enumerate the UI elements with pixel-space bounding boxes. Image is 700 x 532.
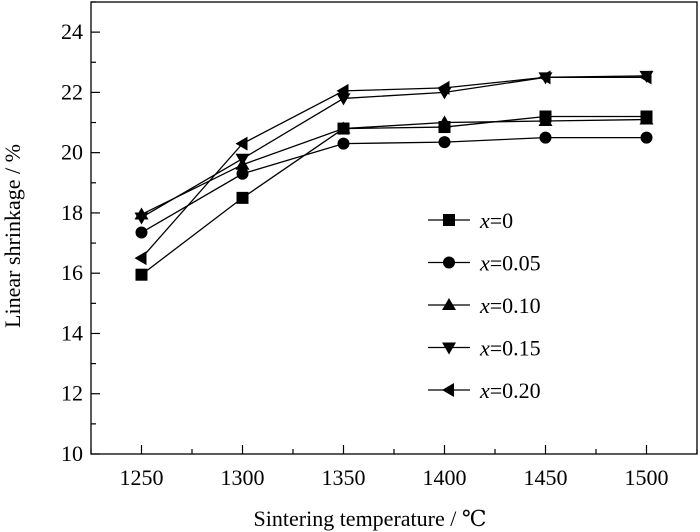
legend-variable: x	[479, 336, 490, 361]
x-axis-ticks: 1250 1300 1350 1400 1450 1500	[90, 445, 698, 490]
y-tick-label: 16	[61, 260, 83, 285]
series-line-4	[141, 76, 647, 259]
data-point-series-3	[134, 212, 149, 225]
legend-label-1: x=0.05	[479, 251, 541, 276]
data-point-series-2	[538, 114, 553, 127]
plot-area-frame	[90, 1, 698, 455]
x-tick-label: 1400	[423, 465, 467, 490]
legend-label-2: x=0.10	[479, 293, 541, 318]
legend-variable: x	[479, 251, 490, 276]
data-point-series-1	[337, 137, 350, 150]
data-point-series-4	[336, 83, 349, 98]
data-point-series-2	[639, 112, 654, 125]
legend-label-4: x=0.20	[479, 378, 541, 403]
series-line-1	[141, 136, 647, 234]
legend-marker-0	[443, 214, 455, 226]
data-point-series-4	[134, 251, 147, 266]
legend-marker-3	[442, 342, 456, 355]
legend-value: =0.15	[490, 336, 541, 361]
series-line-0	[141, 115, 647, 276]
x-tick-label: 1500	[625, 465, 669, 490]
legend-marker-4	[442, 383, 454, 397]
y-tick-label: 12	[61, 381, 83, 406]
legend-marker-2	[442, 298, 456, 310]
data-point-series-4	[639, 70, 652, 85]
y-tick-label: 18	[61, 200, 83, 225]
y-tick-label: 22	[61, 79, 83, 104]
y-tick-label: 20	[61, 140, 83, 165]
x-tick-label: 1250	[120, 465, 164, 490]
data-point-series-1	[640, 131, 653, 144]
legend-value: =0	[490, 208, 513, 233]
series-markers	[134, 70, 654, 281]
x-tick-label: 1350	[322, 465, 366, 490]
legend-variable: x	[479, 293, 490, 318]
series-line-3	[141, 75, 647, 219]
data-point-series-1	[438, 136, 451, 149]
data-point-series-4	[437, 80, 450, 95]
x-axis-label: Sintering temperature / ℃	[254, 506, 487, 531]
data-point-series-4	[235, 136, 248, 151]
y-axis-label: Linear shrinkage / %	[0, 144, 25, 328]
legend-value: =0.20	[490, 378, 541, 403]
y-tick-label: 24	[61, 19, 83, 44]
data-point-series-1	[135, 226, 148, 239]
legend-label-3: x=0.15	[479, 336, 541, 361]
legend-variable: x	[479, 208, 490, 233]
series-line-2	[141, 118, 647, 216]
legend-variable: x	[479, 378, 490, 403]
data-point-series-1	[236, 167, 249, 180]
legend: x=0x=0.05x=0.10x=0.15x=0.20	[428, 208, 541, 403]
legend-label-0: x=0	[479, 208, 513, 233]
legend-value: =0.10	[490, 293, 541, 318]
data-point-series-4	[538, 70, 551, 85]
data-point-series-1	[539, 131, 552, 144]
y-tick-label: 14	[61, 320, 83, 345]
plot-frame	[90, 1, 698, 455]
y-tick-label: 10	[61, 441, 83, 466]
data-point-series-3	[235, 153, 250, 166]
data-point-series-0	[135, 268, 148, 281]
data-point-series-2	[336, 121, 351, 134]
legend-marker-1	[443, 256, 455, 269]
data-point-series-0	[236, 191, 249, 204]
legend-value: =0.05	[490, 251, 541, 276]
x-tick-label: 1450	[524, 465, 568, 490]
x-tick-label: 1300	[221, 465, 265, 490]
y-axis-ticks: 10 12 14 16 18 20 22 24	[61, 1, 100, 466]
series-lines	[141, 75, 647, 276]
data-point-series-2	[437, 115, 452, 128]
